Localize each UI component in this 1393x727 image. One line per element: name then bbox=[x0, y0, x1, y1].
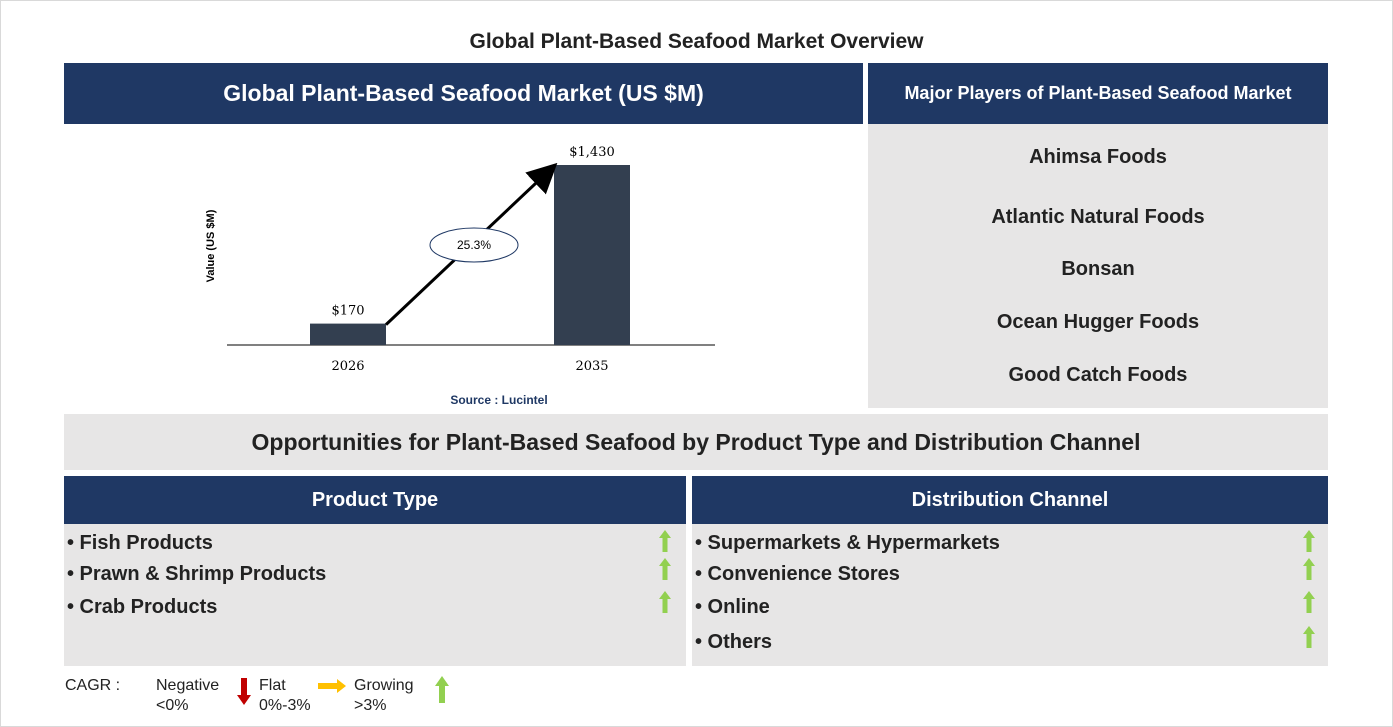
product-type-header: Product Type bbox=[64, 476, 686, 524]
x-tick-label-2026: 2026 bbox=[331, 359, 364, 374]
legend-flat-label: Flat 0%-3% bbox=[259, 677, 311, 714]
chart-source: Source : Lucintel bbox=[450, 393, 547, 407]
dist-item-online: • Online bbox=[695, 596, 770, 618]
product-type-list: • Fish Products • Prawn & Shrimp Product… bbox=[64, 524, 686, 666]
growing-arrow-icon bbox=[1303, 591, 1315, 613]
growing-arrow-icon bbox=[659, 558, 671, 580]
dist-item-supermarkets: • Supermarkets & Hypermarkets bbox=[695, 532, 1000, 554]
dist-item-others: • Others bbox=[695, 631, 773, 653]
x-tick-label-2035: 2035 bbox=[575, 359, 608, 374]
value-label-2026: $170 bbox=[331, 304, 364, 319]
bar-2026 bbox=[310, 323, 386, 345]
distribution-channel-header: Distribution Channel bbox=[692, 476, 1328, 524]
players-panel-header: Major Players of Plant-Based Seafood Mar… bbox=[868, 63, 1328, 124]
growing-arrow-icon bbox=[1303, 626, 1315, 648]
growing-arrow-icon bbox=[1303, 558, 1315, 580]
growing-arrow-icon bbox=[659, 591, 671, 613]
players-list: Ahimsa Foods Atlantic Natural Foods Bons… bbox=[868, 124, 1328, 408]
y-axis-label: Value (US $M) bbox=[205, 209, 217, 282]
opportunities-title: Opportunities for Plant-Based Seafood by… bbox=[64, 414, 1328, 470]
product-item-prawn-shrimp: • Prawn & Shrimp Products bbox=[67, 563, 327, 585]
cagr-label: 25.3% bbox=[457, 238, 491, 252]
bar-chart: Value (US $M) $170 2026 $1,430 2035 25.3% S… bbox=[205, 145, 715, 407]
growing-arrow-icon bbox=[659, 530, 671, 552]
player-atlantic-natural-foods: Atlantic Natural Foods bbox=[991, 206, 1205, 228]
legend-growing-label: Growing >3% bbox=[354, 677, 414, 714]
player-good-catch-foods: Good Catch Foods bbox=[1008, 364, 1188, 386]
growing-arrow-icon bbox=[435, 676, 449, 703]
flat-arrow-icon bbox=[318, 679, 346, 693]
chart-panel-header: Global Plant-Based Seafood Market (US $M… bbox=[64, 63, 863, 124]
product-item-fish: • Fish Products bbox=[67, 532, 213, 554]
legend-cagr-label: CAGR : bbox=[65, 677, 121, 694]
distribution-channel-list: • Supermarkets & Hypermarkets • Convenie… bbox=[692, 524, 1328, 666]
bar-2035 bbox=[554, 165, 630, 345]
cagr-ellipse bbox=[429, 227, 519, 263]
growing-arrow-icon bbox=[1303, 530, 1315, 552]
dist-item-convenience-stores: • Convenience Stores bbox=[695, 563, 900, 585]
player-bonsan: Bonsan bbox=[1061, 258, 1135, 280]
page-title: Global Plant-Based Seafood Market Overvi… bbox=[469, 30, 924, 53]
product-item-crab: • Crab Products bbox=[67, 596, 218, 618]
value-label-2035: $1,430 bbox=[569, 145, 615, 160]
player-ocean-hugger-foods: Ocean Hugger Foods bbox=[996, 311, 1200, 333]
player-ahimsa-foods: Ahimsa Foods bbox=[1029, 146, 1167, 168]
legend-negative-label: Negative <0% bbox=[156, 677, 220, 714]
negative-arrow-icon bbox=[237, 678, 251, 705]
